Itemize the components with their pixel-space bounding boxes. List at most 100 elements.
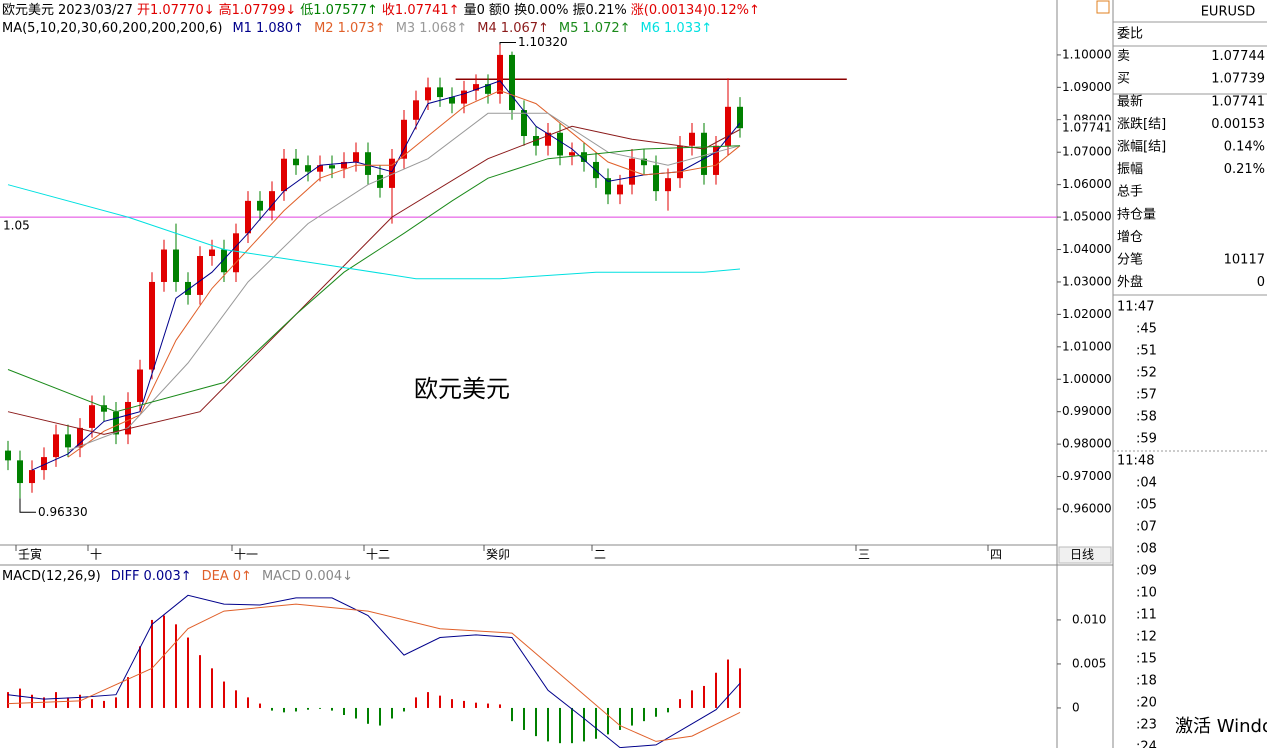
row-value: 0.14%: [1224, 140, 1265, 155]
row-value: 0.21%: [1224, 162, 1265, 177]
candle-body: [317, 165, 323, 172]
y-tick-label: 0.005: [1072, 656, 1106, 670]
y-tick-label: 0.98000: [1062, 437, 1112, 451]
candle-body: [689, 132, 695, 146]
legend-value: 1.068↑: [419, 21, 467, 36]
candle-body: [149, 281, 155, 370]
tick-time: :45: [1136, 322, 1157, 337]
candle-body: [713, 145, 719, 175]
legend-value: 1.067↑: [501, 21, 549, 36]
row-label: 增仓: [1117, 230, 1143, 245]
candle-body: [161, 249, 167, 282]
legend-name: MACD: [262, 569, 301, 584]
legend-value: 1.080↑: [256, 21, 304, 36]
ma-line: [7, 184, 741, 280]
y-tick-label: 1.06000: [1062, 177, 1112, 191]
y-tick-label: 0: [1072, 700, 1080, 714]
tick-time: :23: [1136, 718, 1157, 733]
candle-body: [137, 369, 143, 402]
tick-time: :24: [1136, 740, 1157, 748]
period-button[interactable]: [1058, 546, 1112, 564]
level-label: 1.05: [3, 219, 30, 233]
legend-title: MA(5,10,20,30,60,200,200,200,6): [2, 21, 222, 36]
candle-body: [737, 106, 743, 129]
candle-body: [641, 158, 647, 166]
tick-time: :58: [1136, 410, 1157, 425]
row-label: 卖: [1117, 49, 1130, 64]
tick-time: :08: [1136, 542, 1157, 557]
ma-line: [67, 112, 741, 452]
row-label: 总手: [1117, 185, 1143, 200]
header: 欧元美元 2023/03/27 开1.07770↓ 高1.07799↓ 低1.07577…: [2, 2, 760, 18]
y-tick-label: 1.05000: [1062, 210, 1112, 224]
last-price-label: 1.07741: [1062, 121, 1112, 135]
legend-value: 1.033↑: [664, 21, 712, 36]
header-item: 量0: [464, 3, 485, 18]
annotation-leader: [499, 42, 516, 45]
y-tick-label: 1.01000: [1062, 339, 1112, 353]
ma-line: [67, 90, 741, 458]
candle-body: [617, 184, 623, 195]
row-label: 最新: [1117, 93, 1143, 109]
row-value: 0.00153: [1211, 117, 1265, 132]
header-item: 额0: [489, 3, 510, 18]
row-label: 分笔: [1117, 252, 1143, 268]
panel-icon[interactable]: [1096, 0, 1110, 14]
candle-body: [65, 434, 71, 448]
y-tick-label: 1.04000: [1062, 242, 1112, 256]
x-tick-label: 壬寅: [18, 547, 42, 562]
header-item: 2023/03/27: [58, 3, 133, 18]
macd-line: [7, 603, 741, 742]
y-tick-label: 1.07000: [1062, 145, 1112, 159]
candle-body: [377, 174, 383, 188]
row-label: 持仓量: [1117, 207, 1156, 222]
candle-body: [569, 152, 575, 156]
legend: MA(5,10,20,30,60,200,200,200,6) M1 1.080↑ M…: [2, 21, 712, 36]
legend-name: M2: [314, 21, 334, 36]
tick-time: :12: [1136, 630, 1157, 645]
x-tick-label: 十一: [234, 548, 258, 562]
x-tick-label: 十二: [366, 548, 390, 562]
candle-body: [221, 249, 227, 273]
row-label: 买: [1117, 72, 1130, 87]
header-item: 涨(0.00134)0.12%↑: [631, 3, 760, 18]
x-tick-label: 三: [858, 548, 870, 562]
legend-name: M6: [641, 21, 661, 36]
row-label: 委比: [1117, 27, 1143, 42]
candle-body: [425, 87, 431, 101]
legend-name: DIFF: [111, 569, 140, 584]
tick-time: :57: [1136, 388, 1157, 403]
header-item: 换0.00%: [514, 3, 568, 18]
candle-body: [581, 152, 587, 162]
y-tick-label: 1.09000: [1062, 80, 1112, 94]
annotation: 0.96330: [38, 505, 88, 519]
annotation-leader: [19, 498, 36, 513]
legend-value: 1.073↑: [338, 21, 386, 36]
legend-value: 0.003↑: [144, 569, 192, 584]
x-tick-label: 四: [990, 548, 1002, 562]
candle-body: [341, 161, 347, 169]
row-label: 外盘: [1117, 274, 1143, 290]
candle-body: [197, 256, 203, 295]
candle-body: [125, 401, 131, 435]
candle-body: [257, 200, 263, 211]
row-value: 1.07739: [1211, 72, 1265, 87]
candle-body: [101, 405, 107, 412]
candle-body: [233, 233, 239, 273]
candle-body: [77, 427, 83, 448]
legend-value: 1.072↑: [582, 21, 630, 36]
candle-body: [269, 191, 275, 211]
candle-body: [497, 54, 503, 94]
tick-time: :04: [1136, 476, 1157, 491]
legend: MACD(12,26,9) DIFF 0.003↑ DEA 0↑ MACD 0.004↓: [2, 569, 353, 584]
tick-time: :07: [1136, 520, 1157, 535]
candle-body: [521, 110, 527, 137]
candle-body: [653, 165, 659, 192]
candle-body: [89, 405, 95, 428]
tick-time: :05: [1136, 498, 1157, 513]
x-tick-label: 十: [90, 548, 102, 562]
candle-body: [545, 132, 551, 146]
header-item: 收1.07741↑: [382, 3, 460, 18]
y-tick-label: 0.96000: [1062, 501, 1112, 515]
